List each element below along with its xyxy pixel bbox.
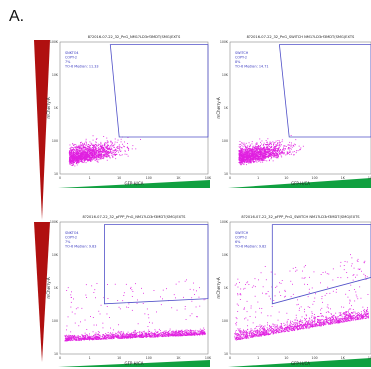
x-axis-label: GFP-H/CA — [124, 181, 143, 186]
y-tick-label: 100 — [222, 139, 228, 143]
scatter-points — [68, 135, 141, 167]
x-tick-label: 1 — [257, 176, 259, 180]
red-gradient-wedge-top — [34, 40, 50, 220]
x-tick-label: 0 — [229, 176, 231, 180]
x-axis-label: GFP-H/CA — [124, 361, 143, 366]
y-tick-label: 1K — [224, 286, 229, 290]
gate-stat-0: SNKTO4 — [65, 231, 79, 235]
gate-polygon — [278, 44, 371, 138]
y-tick-label: 1K — [54, 106, 59, 110]
gate-stat-3: TO-6 Median: 9.83 — [64, 245, 96, 249]
x-tick-label: 10 — [284, 356, 288, 360]
x-tick-label: 10K — [368, 176, 371, 180]
gate-stat-0: SWITCH — [235, 51, 249, 55]
x-tick-label: 100 — [312, 176, 318, 180]
x-tick-label: 100 — [146, 176, 152, 180]
gate-stat-3: TO-6 Median: 9.82 — [234, 245, 266, 249]
gate-stat-1: COPY-2 — [65, 236, 77, 240]
plots-layer: 8?2016-07-22_32_PnG_NM1?LD3rf3MDT(SMG)EX… — [46, 35, 371, 366]
y-tick-label: 100 — [222, 319, 228, 323]
gate-stat-1: COPY-2 — [235, 236, 247, 240]
x-tick-label: 1K — [341, 176, 346, 180]
y-axis-label: mCherry-A — [46, 97, 51, 119]
x-tick-label: 10K — [368, 356, 371, 360]
x-axis-label: GFP-H/CA — [291, 181, 310, 186]
x-tick-label: 100 — [312, 356, 318, 360]
x-tick-label: 1 — [89, 356, 91, 360]
flow-plot-3: 8?2016-07-22_32_pFPP_PnG_NM1?LD3rf3MDT(S… — [46, 215, 212, 366]
y-tick-label: 100 — [52, 139, 58, 143]
y-tick-label: 1K — [54, 286, 59, 290]
y-axis-label: mCherry-A — [216, 97, 221, 119]
gate-stat-3: TO-6 Median: 14.71 — [234, 65, 269, 69]
y-tick-label: 100K — [50, 40, 59, 44]
x-tick-label: 10 — [117, 176, 121, 180]
x-tick-label: 0 — [59, 356, 61, 360]
x-tick-label: 0 — [59, 176, 61, 180]
y-tick-label: 100K — [50, 220, 59, 224]
y-tick-label: 10K — [222, 73, 229, 77]
x-tick-label: 0 — [229, 356, 231, 360]
y-tick-label: 10 — [224, 172, 228, 176]
gate-polygon — [109, 44, 209, 138]
gate-polygon — [271, 224, 371, 305]
x-tick-label: 1K — [176, 356, 181, 360]
gate-stat-0: SNKTO4 — [65, 51, 79, 55]
green-gradient-wedge-4 — [228, 358, 371, 367]
flow-plot-2: 8?2016-07-22_32_PnG_SWITCH NM1?LD3rf3MDT… — [216, 35, 371, 186]
plot-title: 8?2016-07-22_32_PnG_NM1?LD3rf3MDT(SMG)EX… — [88, 35, 181, 39]
gate-polygon — [104, 224, 209, 305]
plot-title: 8?2016-07-22_32_PnG_SWITCH NM1?LD3rf3MDT… — [247, 35, 355, 39]
gate-stat-1: COPY-2 — [235, 56, 247, 60]
y-tick-label: 100K — [220, 220, 229, 224]
gate-stat-3: TO-6 Median: 11.33 — [64, 65, 99, 69]
y-tick-label: 10 — [224, 352, 228, 356]
x-tick-label: 10 — [284, 176, 288, 180]
flow-plot-4: 8?2016-07-22_32_pFPP_PnG_SWITCH NM1?LD3r… — [216, 215, 371, 366]
y-tick-label: 10K — [52, 253, 59, 257]
x-tick-label: 1 — [257, 356, 259, 360]
plot-title: 8?2016-07-22_32_pFPP_PnG_NM1?LD3rf3MDT(S… — [83, 215, 187, 219]
x-tick-label: 10 — [117, 356, 121, 360]
y-tick-label: 10K — [222, 253, 229, 257]
gate-stat-2: 6% — [235, 240, 241, 244]
gate-stat-2: 7% — [65, 60, 71, 64]
gate-stat-1: COPY-2 — [65, 56, 77, 60]
x-tick-label: 1K — [341, 356, 346, 360]
red-gradient-wedge-bottom — [34, 222, 50, 362]
green-gradient-wedge-1 — [58, 180, 210, 188]
x-tick-label: 1K — [176, 176, 181, 180]
y-tick-label: 100K — [220, 40, 229, 44]
x-axis-label: GFP-H/CA — [291, 361, 310, 366]
scatter-points — [238, 135, 304, 166]
y-axis-label: mCherry-A — [216, 277, 221, 299]
x-tick-label: 100 — [146, 356, 152, 360]
green-gradient-wedge-3 — [58, 360, 210, 367]
x-tick-label: 10K — [205, 356, 212, 360]
panel-label: A. — [9, 8, 25, 25]
y-tick-label: 100 — [52, 319, 58, 323]
y-tick-label: 10K — [52, 73, 59, 77]
plot-title: 8?2016-07-22_32_pFPP_PnG_SWITCH NM1?LD3r… — [241, 215, 360, 219]
y-tick-label: 10 — [54, 352, 58, 356]
gate-stat-0: SWITCH — [235, 231, 249, 235]
x-tick-label: 1 — [89, 176, 91, 180]
y-tick-label: 10 — [54, 172, 58, 176]
x-tick-label: 10K — [205, 176, 212, 180]
y-axis-label: mCherry-A — [46, 277, 51, 299]
green-gradient-wedge-2 — [228, 178, 371, 188]
gate-stat-2: 7% — [65, 240, 71, 244]
scatter-points — [64, 279, 206, 342]
flow-plot-1: 8?2016-07-22_32_PnG_NM1?LD3rf3MDT(SMG)EX… — [46, 35, 212, 186]
gate-stat-2: 8% — [235, 60, 241, 64]
scatter-points — [234, 254, 369, 341]
y-tick-label: 1K — [224, 106, 229, 110]
